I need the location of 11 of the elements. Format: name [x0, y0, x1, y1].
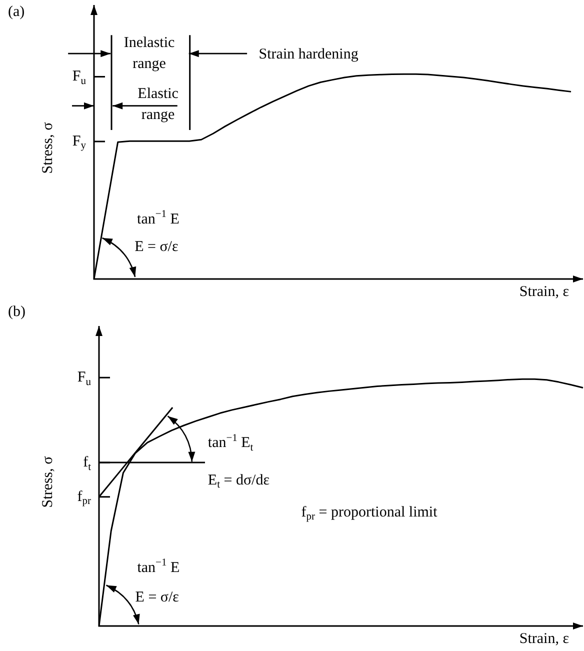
chart-title: (b): [8, 304, 26, 320]
y-axis-title: Stress, σ: [40, 456, 56, 508]
annotation: E = σ/ε: [135, 590, 179, 606]
annotation: E = σ/ε: [134, 239, 178, 256]
x-axis-title: Strain, ε: [519, 284, 570, 300]
annotation: Elastic range: [138, 86, 179, 124]
chart-title: (a): [8, 4, 25, 20]
y-axis-title: Stress, σ: [40, 122, 56, 174]
text: Inelastic range: [124, 35, 176, 72]
x-axis-title: Strain, ε: [519, 630, 570, 647]
text: Strain hardening: [258, 46, 359, 63]
